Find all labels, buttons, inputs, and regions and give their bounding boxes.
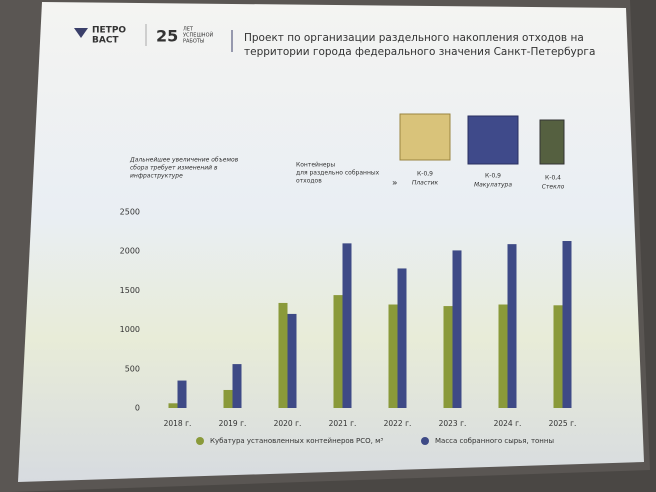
container-paper: [467, 115, 519, 165]
y-tick-label: 2500: [120, 208, 140, 217]
anniversary-caption: ЛЕТ: [183, 27, 194, 33]
container-label: Пластик: [412, 180, 439, 187]
y-tick-label: 1500: [120, 286, 140, 295]
bar: [507, 244, 517, 408]
x-tick-label: 2021 г.: [329, 419, 357, 428]
container-label: Макулатура: [474, 182, 512, 189]
container-code: К-0,9: [485, 173, 501, 180]
anniversary: 25: [156, 27, 178, 46]
bar: [168, 403, 178, 408]
container-label: Стекло: [542, 184, 565, 191]
x-tick-label: 2025 г.: [549, 419, 577, 428]
bar: [333, 295, 343, 408]
slide: [18, 2, 644, 482]
bar: [443, 306, 453, 408]
bar: [232, 364, 242, 408]
legend-label: Масса собранного сырья, тонны: [435, 437, 554, 445]
y-tick-label: 2000: [120, 247, 140, 256]
anniversary-caption: УСПЕШНОЙ: [183, 32, 213, 39]
bar: [278, 302, 288, 408]
arrow: »: [392, 179, 398, 189]
legend-marker: [196, 437, 204, 445]
note: Дальнейшее увеличение объемов: [129, 157, 239, 164]
containers-caption: для раздельно собранных: [296, 170, 380, 177]
title: Проект по организации раздельного накопл…: [244, 32, 584, 44]
anniversary-caption: РАБОТЫ: [183, 39, 204, 45]
logo-text: ПЕТРО: [92, 26, 126, 36]
x-tick-label: 2023 г.: [439, 419, 467, 428]
logo-icon: [74, 28, 88, 38]
legend-label: Кубатура установленных контейнеров РСО, …: [210, 437, 383, 445]
container-code: К-0,9: [417, 171, 433, 178]
x-tick-label: 2019 г.: [219, 419, 247, 428]
x-tick-label: 2024 г.: [494, 419, 522, 428]
bar: [498, 304, 508, 408]
bar: [223, 389, 233, 408]
x-tick-label: 2020 г.: [274, 419, 302, 428]
legend-marker: [421, 437, 429, 445]
bar: [342, 243, 352, 408]
container-plastic: [399, 113, 451, 161]
containers-caption: Контейнеры: [296, 162, 335, 169]
note: инфраструктуре: [130, 173, 183, 180]
x-tick-label: 2018 г.: [164, 419, 192, 428]
x-tick-label: 2022 г.: [384, 419, 412, 428]
container-code: К-0,4: [545, 175, 561, 182]
bar: [553, 305, 563, 408]
note: сбора требует изменений в: [130, 165, 218, 172]
y-tick-label: 500: [125, 364, 140, 373]
bar: [562, 241, 572, 408]
title: территории города федерального значения …: [244, 46, 595, 58]
y-tick-label: 1000: [120, 325, 140, 334]
bar: [452, 250, 462, 408]
containers-caption: отходов: [296, 178, 322, 185]
bar: [388, 304, 398, 408]
bar: [287, 313, 297, 408]
bar: [177, 380, 187, 408]
chart: 0 500 1000 1500 2000 2500 2018 г. 2019 г. 2020 г…: [120, 208, 577, 445]
container-glass: [539, 119, 565, 165]
bar: [397, 268, 407, 408]
logo-text: ВАСТ: [92, 36, 119, 46]
y-tick-label: 0: [135, 404, 140, 413]
